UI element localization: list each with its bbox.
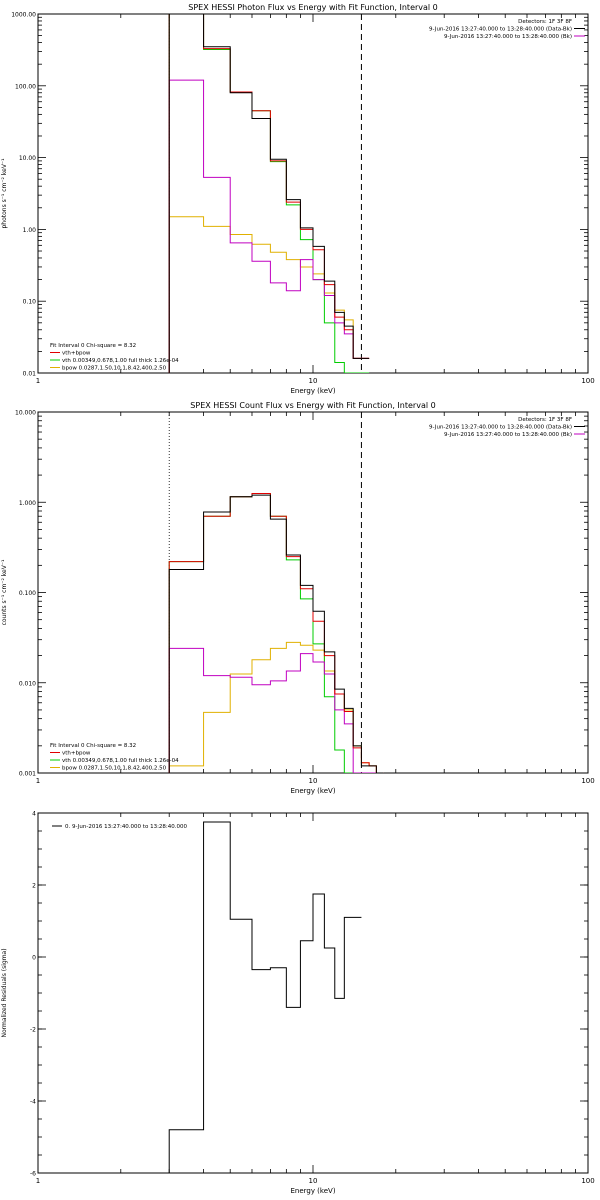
x-tick-label: 100 [581,777,594,785]
panel-1: SPEX HESSI Photon Flux vs Energy with Fi… [1,3,595,395]
y-axis-label: Normalized Residuals (sigma) [1,948,8,1037]
y-tick-label: 100.00 [15,83,36,90]
legend-fit-interval: Fit Interval 0 Chi-square = 8.32 [50,343,136,349]
y-tick-label: 0.001 [19,771,36,778]
legend-top-left: 0. 9-Jun-2016 13:27:40.000 to 13:28:40.0… [52,824,188,830]
x-axis-label: Energy (keV) [290,787,335,795]
x-tick-label: 10 [309,377,318,385]
series-vth [168,493,384,773]
y-tick-label: 1.00 [23,227,37,234]
legend-bottom-text: vth 0.00349,0.678,1.00 full thick 1.26e-… [62,358,179,364]
legend-bottom-left: Fit Interval 0 Chi-square = 8.32 vth+bpow… [50,743,179,772]
legend-top-text: 9-Jun-2016 13:27:40.000 to 13:28:40.000 … [429,27,572,33]
y-tick-label: -4 [30,1099,36,1106]
legend-top-text: Detectors: 1F 3F 8F [518,19,572,25]
x-tick-label: 10 [309,777,318,785]
chart-title: SPEX HESSI Photon Flux vs Energy with Fi… [188,3,438,12]
series-vth-bpow [168,493,384,773]
series-group [168,493,384,773]
legend-bottom-text: bpow 0.0287,1.50,10.1,8.42,400,2.50 [62,366,167,372]
x-tick-label: 10 [309,1177,318,1185]
legend-top-text: 9-Jun-2016 13:27:40.000 to 13:28:40.000 … [444,34,572,40]
legend-top-left-text: 0. 9-Jun-2016 13:27:40.000 to 13:28:40.0… [65,824,188,830]
legend-top-text: Detectors: 1F 3F 8F [518,417,572,423]
x-tick-label: 1 [36,777,40,785]
legend-top-text: 9-Jun-2016 13:27:40.000 to 13:28:40.000 … [444,432,572,438]
series-group [168,821,362,1173]
y-tick-label: 10.00 [19,155,36,162]
y-tick-label: 2 [32,883,36,890]
legend-bottom-text: vth+bpow [62,751,91,757]
series-bpow [168,216,370,373]
plot-frame [37,13,589,374]
panel-3: 1 10 100 Energy (keV) -6 -4 -2 0 2 4 Normalized Re… [1,811,595,1196]
legend-top-text: 9-Jun-2016 13:27:40.000 to 13:28:40.000 … [429,425,572,431]
y-tick-label: 1000.00 [11,12,36,19]
x-axis-label: Energy (keV) [290,1187,335,1195]
y-tick-label: 0 [32,955,36,962]
y-tick-label: 0.010 [19,680,36,687]
chart-title: SPEX HESSI Count Flux vs Energy with Fit… [190,401,435,410]
series-vth-bpow [168,14,370,373]
x-tick-label: 1 [36,377,40,385]
x-tick-label: 100 [581,377,594,385]
y-axis-label: counts s⁻¹ cm⁻² keV⁻¹ [1,559,8,625]
series-data-bk [168,14,370,373]
y-tick-label: 0.100 [19,590,36,597]
series-data-bk [168,494,384,773]
legend-top-right: Detectors: 1F 3F 8F 9-Jun-2016 13:27:40.0… [429,417,585,438]
x-tick-label: 1 [36,1177,40,1185]
legend-bottom-left: Fit Interval 0 Chi-square = 8.32 vth+bpow… [50,343,179,372]
panel-2: SPEX HESSI Count Flux vs Energy with Fit… [1,401,595,795]
y-tick-label: 4 [32,811,36,818]
y-tick-label: -2 [30,1027,36,1034]
y-tick-label: -6 [30,1171,36,1178]
series-vth [168,14,370,373]
x-axis-label: Energy (keV) [290,387,335,395]
legend-bottom-text: vth+bpow [62,351,91,357]
y-tick-label: 10.000 [15,410,36,417]
series-0-9-jun-2016-13-27-40-000-to-13-28-40-000 [168,821,362,1173]
y-axis-label: photons s⁻¹ cm⁻² keV⁻¹ [1,158,8,229]
y-tick-label: 1.000 [19,500,36,507]
y-tick-label: 0.01 [23,371,37,378]
legend-bottom-text: vth 0.00349,0.678,1.00 full thick 1.26e-… [62,758,179,764]
y-tick-label: 0.10 [23,299,37,306]
legend-bottom-text: bpow 0.0287,1.50,10.1,8.42,400,2.50 [62,766,167,772]
x-tick-label: 100 [581,1177,594,1185]
plot-frame [37,812,589,1174]
series-bpow [168,641,384,773]
series-group [168,14,370,373]
legend-fit-interval: Fit Interval 0 Chi-square = 8.32 [50,743,136,749]
legend-top-right: Detectors: 1F 3F 8F 9-Jun-2016 13:27:40.0… [429,19,585,40]
series-bk [168,79,370,373]
series-bk [168,647,384,773]
